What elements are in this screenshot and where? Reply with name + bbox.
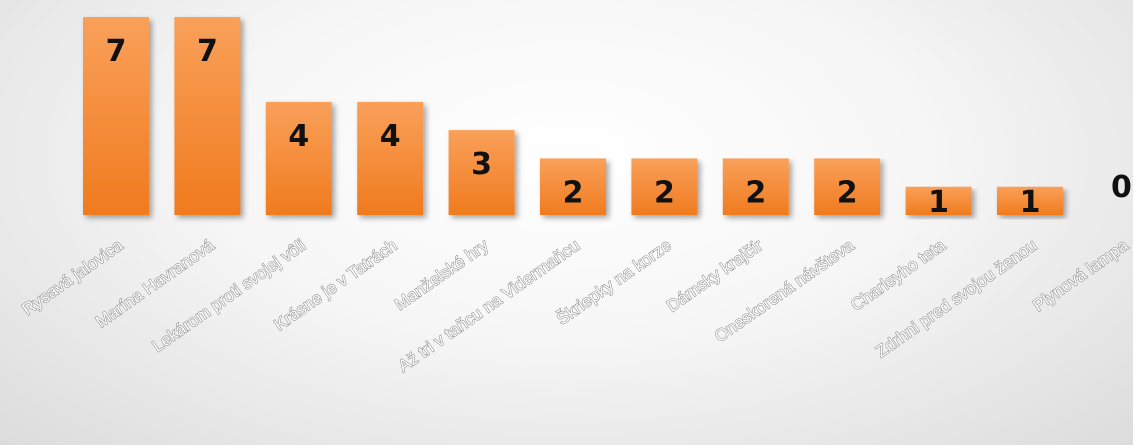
bar [357,101,424,215]
bar [265,101,332,215]
data-labels-group: 7 7 4 4 3 2 2 2 2 1 1 0 [106,34,1132,220]
category-label: Zdrhni pred svojou ženou [872,236,1040,362]
data-label: 0 [1111,170,1132,205]
category-label: Až tri v taňcu na Vidermaňcu [395,236,584,376]
bar [448,130,515,215]
bar [997,186,1063,215]
data-label: 2 [837,175,858,210]
bar [174,17,241,215]
data-label: 1 [1020,185,1041,220]
data-label: 2 [654,175,675,210]
category-label: Plynová lampa [1029,235,1132,315]
bar [83,17,149,215]
bar [905,186,972,215]
data-label: 1 [928,185,949,220]
data-label: 3 [471,147,492,182]
bars-group [83,17,1063,215]
bar [631,158,698,215]
data-label: 2 [745,175,766,210]
bar [814,158,881,215]
data-label: 7 [197,34,218,69]
bar [722,158,789,215]
data-label: 2 [563,175,584,210]
data-label: 7 [106,34,127,69]
bar [540,158,606,215]
data-label: 4 [288,119,309,154]
data-label: 4 [380,119,401,154]
category-label: Lekárom proti svojej vôli [149,236,309,356]
